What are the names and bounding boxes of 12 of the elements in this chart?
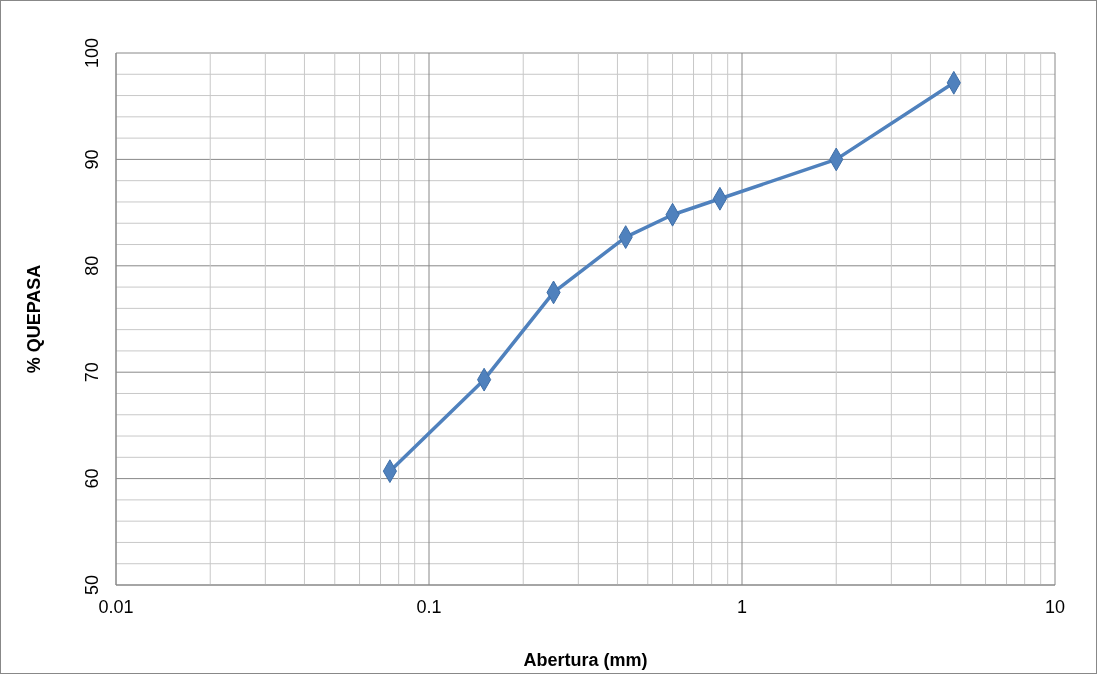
- x-tick-label: 0.1: [416, 597, 442, 617]
- y-tick-label: 100: [82, 37, 102, 69]
- x-tick-label: 1: [736, 597, 748, 617]
- y-tick-label: 80: [82, 255, 102, 276]
- y-tick-label: 60: [82, 468, 102, 489]
- y-tick-label: 70: [82, 362, 102, 383]
- y-tick-label: 50: [82, 574, 102, 596]
- x-axis-title: Abertura (mm): [523, 650, 648, 670]
- x-tick-label: 0.01: [98, 597, 134, 617]
- x-tick-label: 10: [1044, 597, 1066, 617]
- y-axis-title: % QUEPASA: [24, 264, 44, 374]
- y-tick-label: 90: [82, 149, 102, 170]
